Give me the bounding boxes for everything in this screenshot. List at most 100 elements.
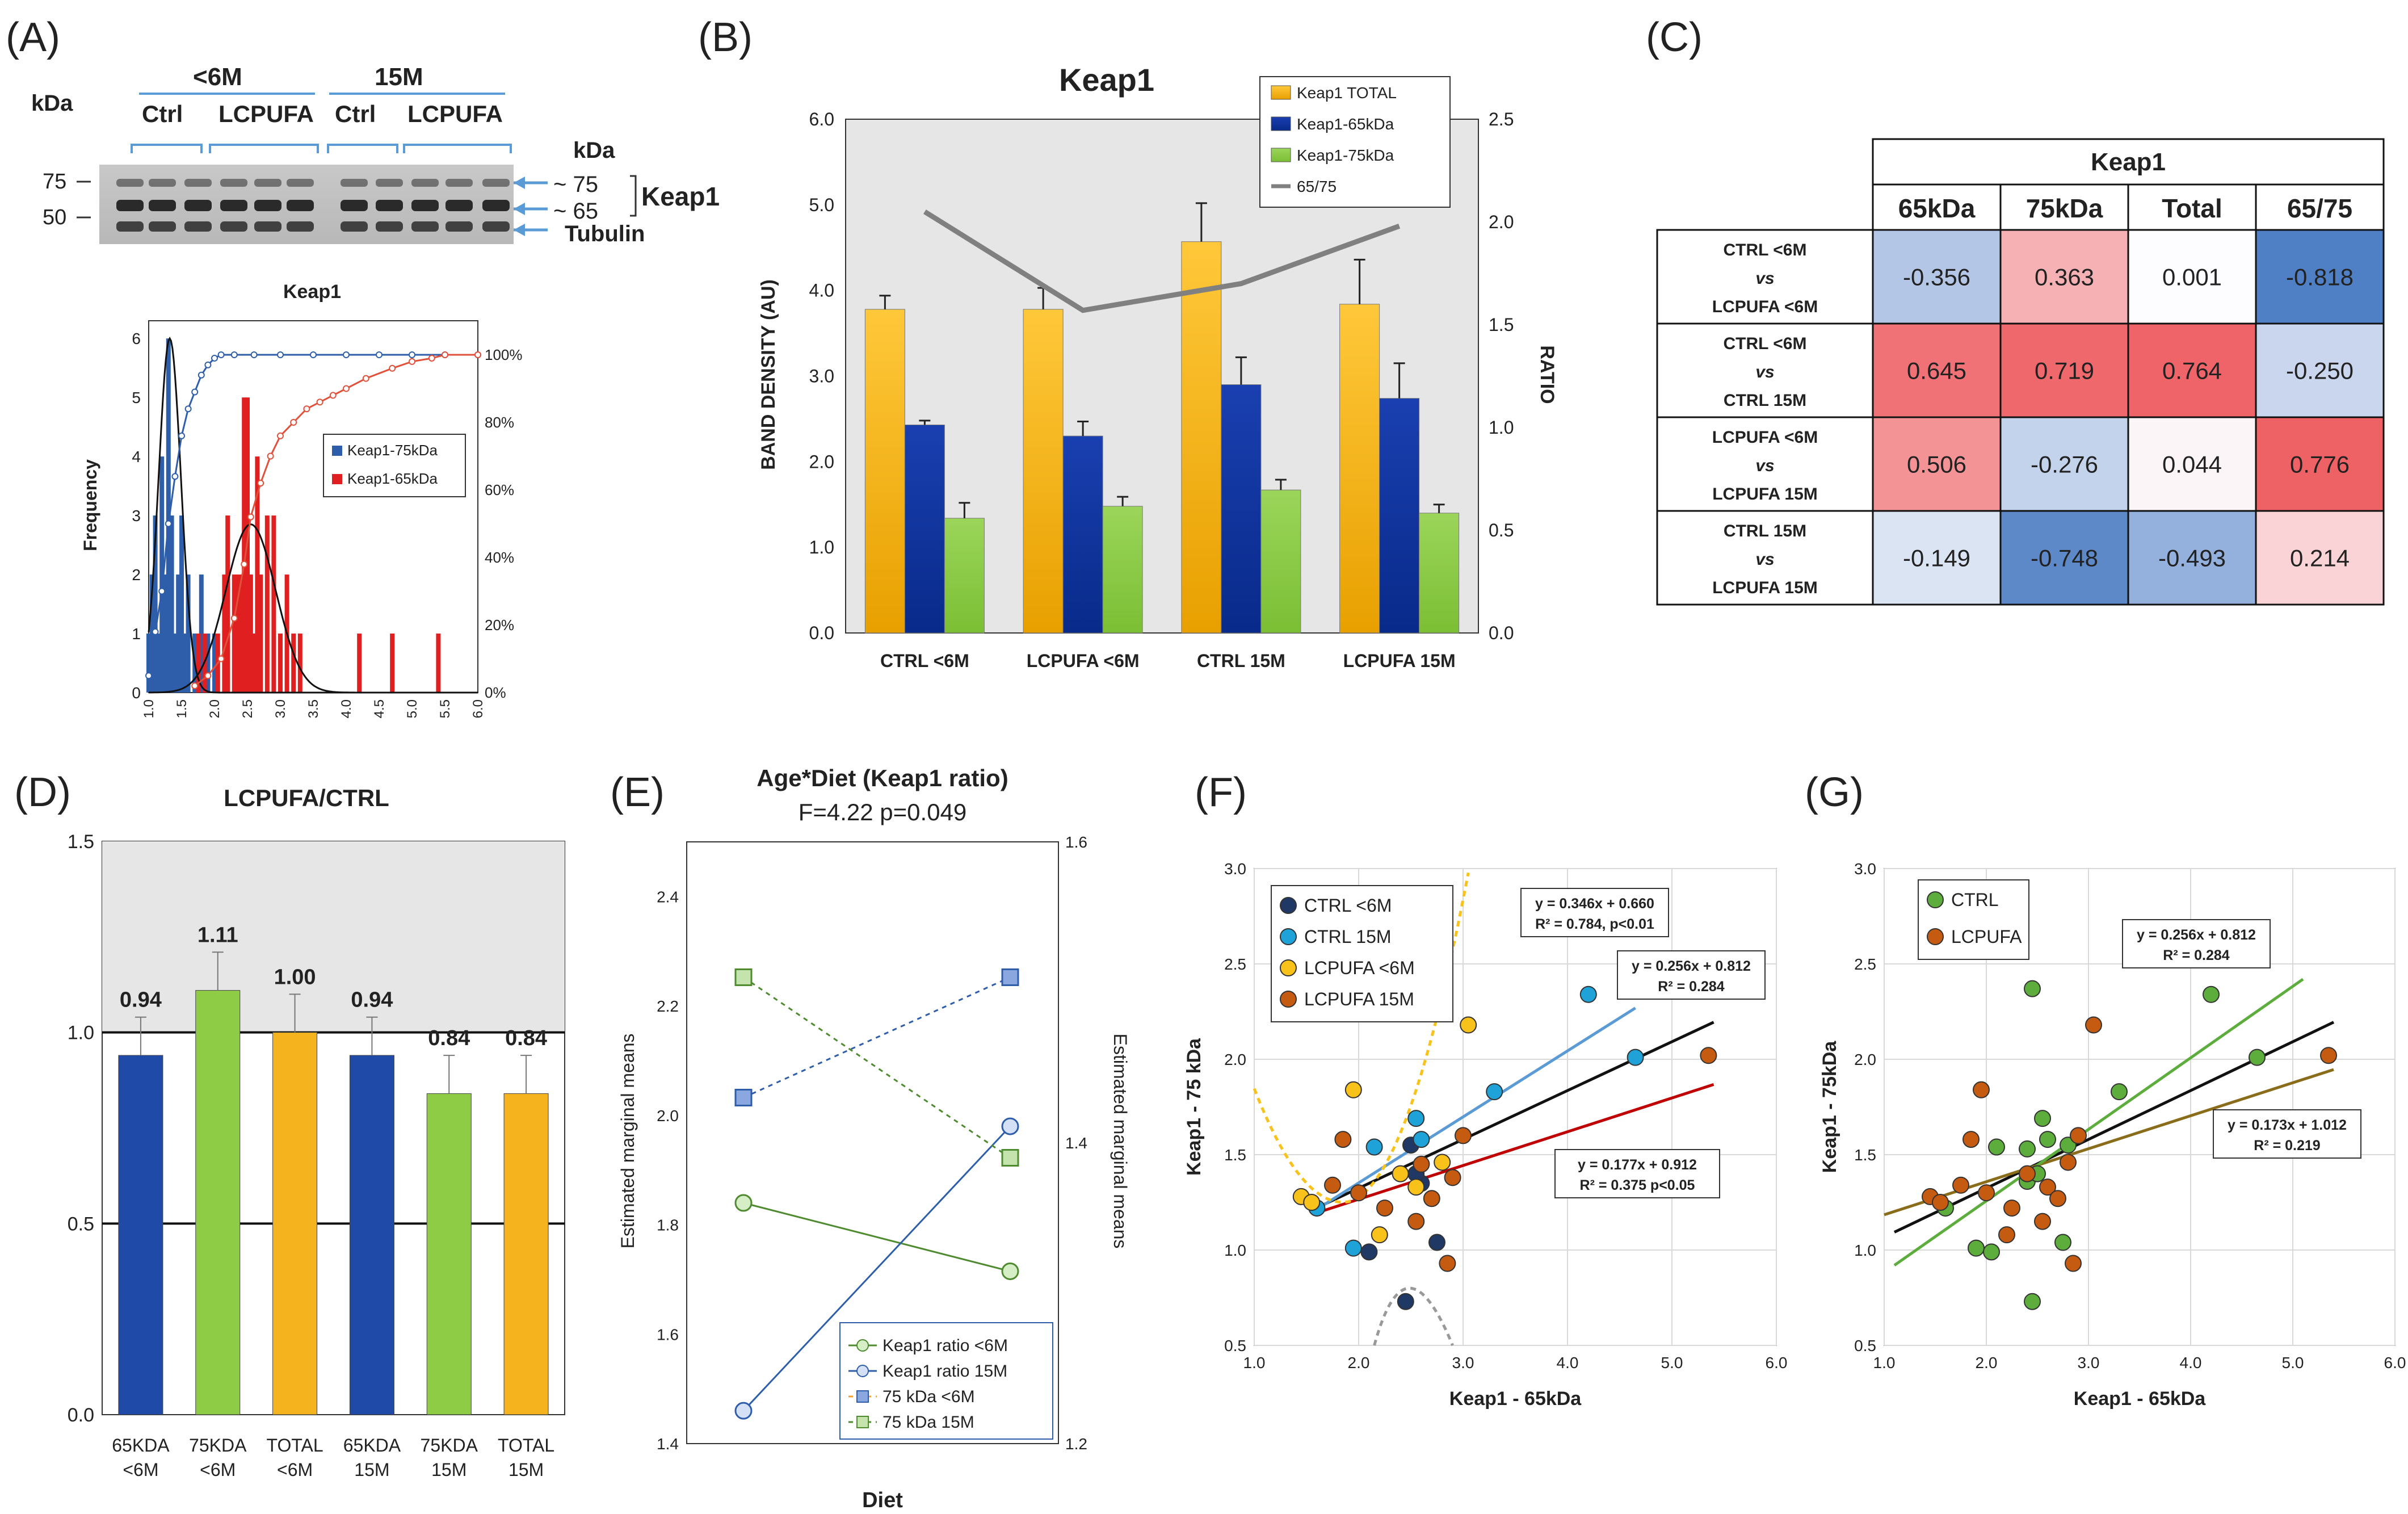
- blot-band-tubulin: [287, 221, 314, 232]
- chart-d-category-line2: 15M: [431, 1460, 467, 1480]
- blot-lane-brackets: [131, 144, 512, 153]
- table-title: Keap1: [2091, 148, 2166, 176]
- hist-cumulative-65kda-marker: [442, 351, 448, 358]
- hist-cumulative-65kda-marker: [343, 385, 350, 392]
- table-row-label-cell: [1656, 416, 1874, 512]
- panel-d: (D) LCPUFA/CTRL 0.0 0.5 1.0 1.5 0.94 1.11 1.0…: [14, 770, 565, 1480]
- hist-bar-75kda: [169, 515, 174, 693]
- blot-band-65: [287, 200, 314, 211]
- chart-b-bar-total-legend-swatch: [1271, 85, 1291, 100]
- table-value-cell: [2255, 322, 2385, 418]
- chart-g-point: [1968, 1239, 1985, 1257]
- chart-e-legend-items: Keap1 ratio <6M Keap1 ratio 15M 75 kDa <6M…: [848, 1336, 1008, 1432]
- panel-e-letter: (E): [610, 770, 665, 815]
- hist-bar-65kda: [196, 634, 200, 693]
- hist-ytick: 5: [132, 389, 141, 406]
- blot-band-65: [446, 200, 473, 211]
- chart-f-confidence-band-lower: [1373, 1286, 1454, 1346]
- panel-f: (F) Keap1 - 75 kDa Keap1 - 65kDa 1.0 2.0 3…: [1183, 770, 1787, 1410]
- blot-band-75: [287, 179, 314, 187]
- chart-e-legend: [839, 1322, 1053, 1440]
- chart-f-ytick: 0.5: [1224, 1337, 1246, 1354]
- blot-tubulin-label: Tubulin: [565, 221, 645, 246]
- chart-f-point: [1407, 1179, 1425, 1196]
- chart-d-data-label: 0.94: [120, 988, 162, 1012]
- chart-e-legend-marker: [856, 1390, 869, 1403]
- chart-b-bar-total: [1181, 241, 1222, 634]
- chart-g-eq1-box: [2122, 919, 2271, 968]
- chart-f-fit-line: [1316, 1006, 1636, 1211]
- table-column-header: 65/75: [2287, 194, 2352, 223]
- chart-g-xtick: 1.0: [1873, 1354, 1896, 1372]
- hist-legend-label-75: Keap1-75kDa: [347, 442, 438, 459]
- hist-cumulative-75kda-marker: [217, 351, 225, 358]
- hist-xtick: 1.0: [141, 699, 157, 718]
- chart-e-series-line: [743, 976, 1011, 1098]
- hist-xtick: 5.5: [438, 699, 453, 718]
- hist-bar-75kda: [163, 574, 167, 693]
- chart-d-category-line1: 75KDA: [189, 1435, 247, 1456]
- hist-bar-75kda: [179, 515, 184, 693]
- blot-band-tubulin: [254, 221, 281, 232]
- chart-g-ytick: 1.5: [1854, 1146, 1876, 1164]
- chart-f-ylabel: Keap1 - 75 kDa: [1183, 1038, 1205, 1176]
- table-value-cell: [1999, 416, 2129, 512]
- hist-cumulative-75kda-marker: [165, 520, 172, 527]
- arrow-75-head: [514, 177, 525, 189]
- chart-e-point: [734, 968, 753, 986]
- hist-legend: [323, 434, 466, 497]
- chart-d-ytick: 0.0: [68, 1404, 94, 1426]
- chart-e-subtitle: F=4.22 p=0.049: [799, 799, 967, 825]
- chart-e-title: Age*Diet (Keap1 ratio): [757, 765, 1008, 791]
- chart-g-legend-marker: [1927, 928, 1944, 945]
- table-value-cell: [2127, 229, 2257, 325]
- hist-cumulative-65kda-marker: [362, 375, 369, 382]
- hist-cumulative-75kda-marker: [250, 351, 258, 358]
- chart-b-bar-total: [864, 309, 905, 634]
- chart-f-xlabel: Keap1 - 65kDa: [1449, 1388, 1582, 1410]
- chart-g-ytick: 1.0: [1854, 1242, 1876, 1259]
- hist-bar-75kda: [153, 515, 158, 693]
- chart-e-ytick: 2.2: [657, 997, 679, 1015]
- chart-e-legend-marker: [856, 1339, 869, 1352]
- hist-bar-65kda: [242, 397, 247, 693]
- table-value: -0.250: [2286, 358, 2354, 384]
- chart-b-bar-65kda: [1062, 435, 1103, 634]
- hist-bar-65kda: [232, 574, 237, 693]
- table-value-cell: [1872, 322, 2002, 418]
- blot-band-75: [149, 179, 176, 187]
- panel-e: (E) Age*Diet (Keap1 ratio) F=4.22 p=0.04…: [610, 765, 1131, 1512]
- chart-g-point: [2249, 1049, 2266, 1066]
- chart-f-point: [1700, 1047, 1717, 1064]
- chart-f-point: [1407, 1110, 1425, 1127]
- chart-d-category-line2: <6M: [277, 1460, 313, 1480]
- table-row-group-b: LCPUFA <6M: [1712, 297, 1818, 316]
- blot-band-tubulin: [220, 221, 247, 232]
- hist-cumulative-75kda-marker: [184, 405, 192, 413]
- hist-cumulative-65kda: [194, 354, 478, 687]
- hist-bar-75kda: [173, 634, 178, 693]
- table-row-group-b: CTRL 15M: [1724, 391, 1806, 410]
- blot-band-75: [116, 179, 144, 187]
- chart-g-point: [2003, 1200, 2020, 1217]
- chart-g-point: [2111, 1083, 2128, 1101]
- chart-g-point: [1983, 1243, 2000, 1261]
- panel-f-letter: (F): [1195, 770, 1247, 815]
- chart-f-fit-line: [1316, 1021, 1714, 1209]
- hist-xtick: 6.0: [470, 699, 486, 718]
- chart-g-eq1-line2: R² = 0.284: [2163, 947, 2230, 963]
- blot-band-65: [220, 200, 247, 211]
- chart-f-point: [1434, 1154, 1451, 1171]
- hist-cumulative-65kda-marker: [247, 513, 254, 521]
- chart-e-y2tick: 1.2: [1065, 1435, 1087, 1453]
- table-value: 0.001: [2162, 264, 2222, 291]
- chart-f-xtick: 3.0: [1452, 1354, 1474, 1372]
- blot-band-75: [254, 179, 281, 187]
- chart-f-eq3-line2: R² = 0.375 p<0.05: [1580, 1177, 1695, 1193]
- hist-bar-65kda: [225, 515, 230, 693]
- chart-e-xlabel: Diet: [862, 1488, 903, 1512]
- hist-bar-65kda: [235, 574, 240, 693]
- table-value: 0.719: [2035, 358, 2094, 384]
- chart-g-eq1-line1: y = 0.256x + 0.812: [2137, 927, 2256, 943]
- chart-b-ytick: 3.0: [809, 366, 834, 387]
